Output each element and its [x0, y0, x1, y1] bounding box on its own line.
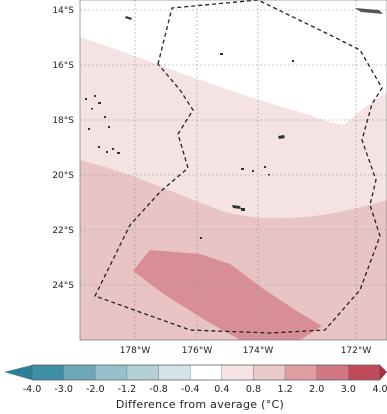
colorbar-cell — [31, 364, 64, 381]
colorbar-tick-label: 1.2 — [278, 384, 293, 395]
colorbar: -4.0 -3.0 -2.0 -1.2 -0.8 -0.4 0.4 0.8 1.2 2.0 3.0 4… — [4, 364, 387, 411]
colorbar-title: Difference from average (°C) — [116, 398, 284, 411]
lat-label: 22°S — [52, 226, 74, 236]
colorbar-tick-label: -2.0 — [86, 384, 105, 395]
lat-label: 20°S — [52, 171, 74, 181]
colorbar-tick-label: 4.0 — [372, 384, 387, 395]
colorbar-tick-label: -0.8 — [149, 384, 168, 395]
colorbar-cell — [95, 364, 128, 381]
lon-label: 178°W — [120, 346, 151, 356]
lon-label: 172°W — [341, 346, 372, 356]
lon-label: 176°W — [182, 346, 213, 356]
lat-label: 16°S — [52, 61, 74, 71]
map-frame — [79, 0, 387, 341]
graticule — [80, 0, 387, 340]
colorbar-tick-label: 0.4 — [214, 384, 229, 395]
colorbar-cell — [126, 364, 159, 381]
colorbar-cell — [348, 364, 381, 381]
lat-label: 24°S — [52, 281, 74, 291]
colorbar-cell — [189, 364, 223, 381]
colorbar-cell — [63, 364, 96, 381]
colorbar-tick-label: 3.0 — [341, 384, 356, 395]
lon-label: 174°W — [243, 346, 274, 356]
colorbar-cell — [158, 364, 191, 381]
colorbar-tick-label: 2.0 — [309, 384, 324, 395]
colorbar-cell — [316, 364, 349, 381]
islands — [85, 8, 383, 239]
anomaly-band-medium — [80, 160, 387, 340]
colorbar-tick-label: -1.2 — [118, 384, 137, 395]
colorbar-cell — [253, 364, 286, 381]
lat-label: 18°S — [52, 116, 74, 126]
colorbar-tick-label: -3.0 — [54, 384, 73, 395]
anomaly-band-strong — [133, 250, 322, 340]
colorbar-tick-label: -4.0 — [23, 384, 42, 395]
region-outline — [94, 0, 383, 334]
lat-label: 14°S — [52, 6, 74, 16]
colorbar-cell — [284, 364, 317, 381]
colorbar-tick-label: -0.4 — [181, 384, 200, 395]
colorbar-tick-label: 0.8 — [246, 384, 261, 395]
colorbar-cell — [221, 364, 254, 381]
colorbar-extend-right — [380, 365, 387, 380]
colorbar-extend-left — [4, 365, 32, 380]
